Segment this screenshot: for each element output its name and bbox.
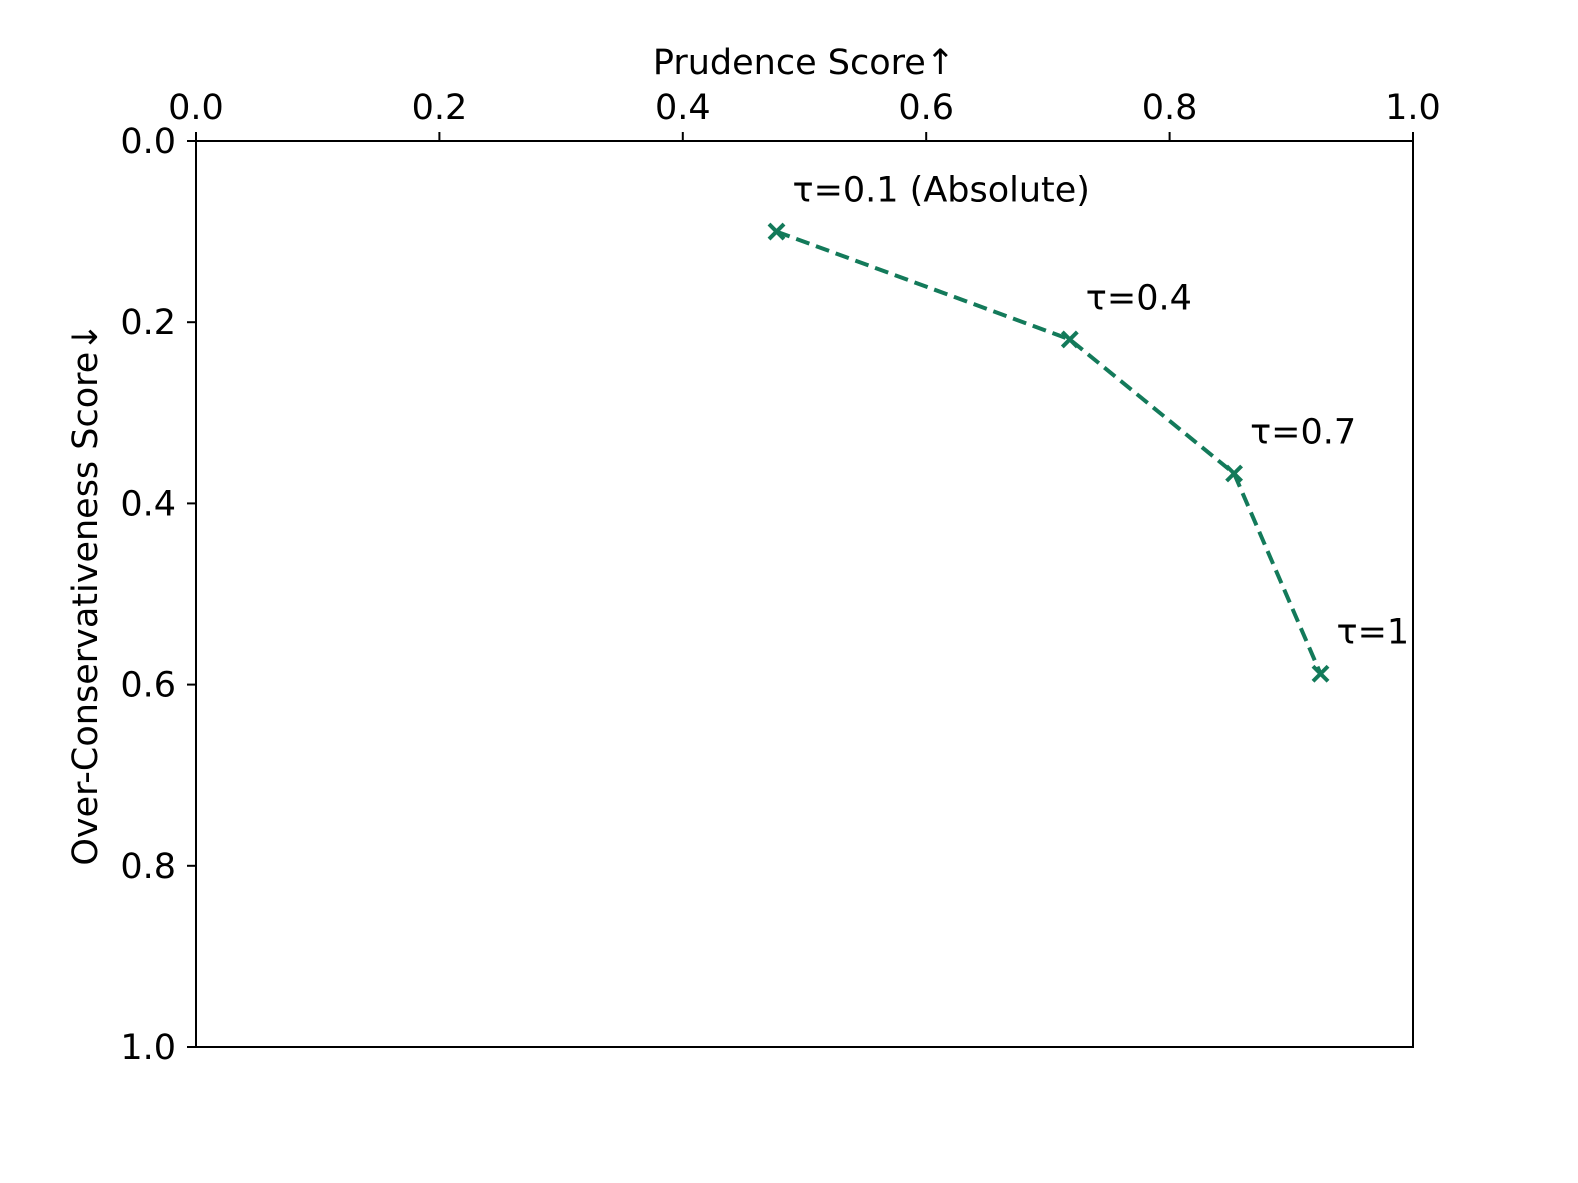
data-point-label: τ=1 xyxy=(1337,613,1410,653)
y-axis-label: Over-Conservativeness Score↓ xyxy=(66,322,106,865)
data-point-marker xyxy=(1225,464,1244,483)
data-point-marker xyxy=(1311,664,1330,683)
y-axis: 0.0 0.2 0.4 0.6 0.8 1.0 xyxy=(120,122,196,1068)
x-tick-label: 0.2 xyxy=(412,88,468,128)
x-tick-label: 1.0 xyxy=(1385,88,1441,128)
y-tick-label: 0.8 xyxy=(120,847,176,887)
y-tick-label: 0.0 xyxy=(120,122,176,162)
x-axis-label: Prudence Score↑ xyxy=(653,43,955,83)
data-point-marker xyxy=(1060,330,1079,349)
plot-area xyxy=(195,140,1414,1048)
x-axis: 0.0 0.2 0.4 0.6 0.8 1.0 xyxy=(168,88,1441,141)
y-tick-label: 0.2 xyxy=(120,303,176,343)
y-tick-label: 1.0 xyxy=(120,1028,176,1068)
series-layer: τ=0.1 (Absolute) τ=0.4 τ=0.7 τ=1 xyxy=(767,171,1410,683)
y-tick-label: 0.4 xyxy=(120,484,176,524)
x-tick-label: 0.4 xyxy=(655,88,711,128)
data-point-label: τ=0.1 (Absolute) xyxy=(793,171,1090,211)
y-tick-label: 0.6 xyxy=(120,666,176,706)
data-point-label: τ=0.7 xyxy=(1250,413,1356,453)
data-point-marker xyxy=(767,222,786,241)
x-tick-label: 0.8 xyxy=(1142,88,1198,128)
x-tick-label: 0.6 xyxy=(898,88,954,128)
data-point-label: τ=0.4 xyxy=(1086,278,1192,318)
series-line xyxy=(775,229,1323,675)
x-tick-label: 0.0 xyxy=(168,88,224,128)
